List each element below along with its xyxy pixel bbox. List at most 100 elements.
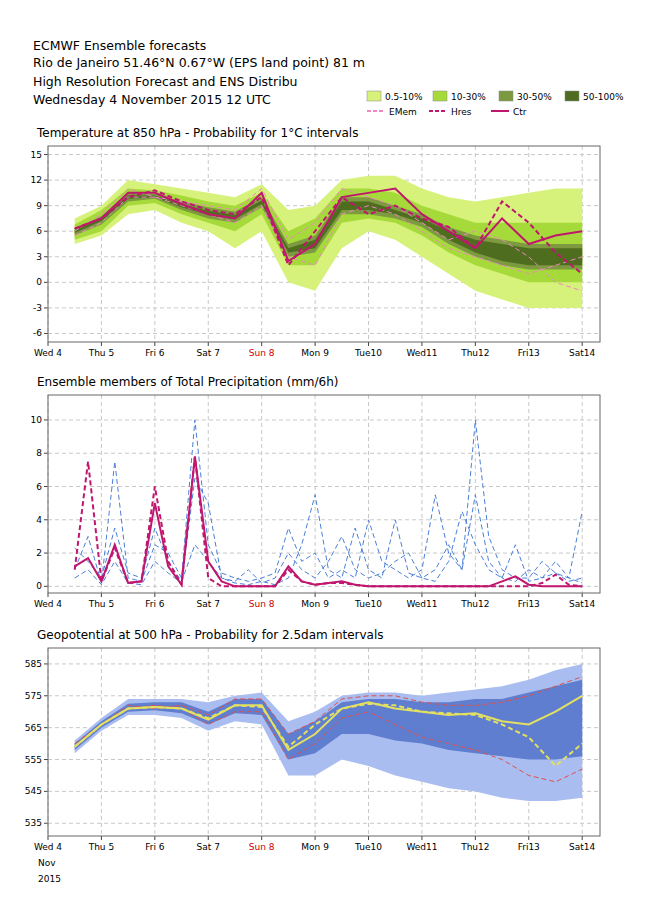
tick — [528, 593, 529, 597]
tick — [261, 593, 262, 597]
tick — [44, 823, 48, 824]
tick — [44, 553, 48, 554]
x-tick-label: Wed 4 — [34, 348, 62, 358]
grid-line — [48, 663, 600, 664]
series-line — [75, 705, 582, 781]
tick — [421, 593, 422, 597]
x-tick-label: Sat14 — [569, 348, 595, 358]
tick — [208, 342, 209, 346]
probability-band — [75, 664, 582, 801]
legend-label: Ctr — [513, 107, 527, 117]
legend-label: 0.5-10% — [385, 92, 423, 102]
tick — [44, 180, 48, 181]
tick — [48, 593, 49, 597]
legend-label: 50-100% — [583, 92, 624, 102]
y-tick-label: 0 — [36, 581, 42, 591]
x-tick-label: Sat 7 — [197, 348, 220, 358]
x-tick-label: Mon 9 — [301, 842, 329, 852]
grid-line — [261, 146, 262, 342]
y-tick-label: 585 — [25, 659, 42, 669]
y-tick-label: 12 — [31, 175, 42, 185]
x-tick-label: Tue10 — [354, 599, 382, 609]
x-tick-label: Sun 8 — [249, 348, 275, 358]
y-tick-label: 0 — [36, 277, 42, 287]
tick — [44, 307, 48, 308]
y-tick-label: 545 — [25, 786, 42, 796]
tick — [44, 695, 48, 696]
legend-label: 10-30% — [451, 92, 486, 102]
grid-line — [261, 395, 262, 593]
header-line: Rio de Janeiro 51.46°N 0.67°W (EPS land … — [33, 55, 365, 70]
grid-line — [101, 146, 102, 342]
grid-line — [48, 453, 600, 454]
grid-line — [48, 307, 600, 308]
x-tick-label: Thu 5 — [88, 348, 115, 358]
tick — [475, 342, 476, 346]
tick — [528, 836, 529, 840]
grid-line — [48, 419, 600, 420]
x-tick-label: Thu12 — [460, 348, 489, 358]
x-tick-label: Sat 7 — [197, 599, 220, 609]
background — [0, 0, 650, 916]
tick — [101, 836, 102, 840]
y-tick-label: 10 — [31, 415, 43, 425]
chart-title: Temperature at 850 hPa - Probability for… — [36, 126, 358, 140]
y-tick-label: -3 — [33, 303, 42, 313]
tick — [208, 593, 209, 597]
tick — [154, 342, 155, 346]
tick — [44, 231, 48, 232]
y-tick-label: 565 — [25, 723, 42, 733]
grid-line — [154, 648, 155, 836]
grid-line — [48, 180, 600, 181]
grid-line — [48, 553, 600, 554]
series-line — [75, 190, 582, 274]
annotation: 2015 — [38, 874, 61, 884]
series-line — [75, 495, 582, 583]
x-tick-label: Sat 7 — [197, 842, 220, 852]
x-tick-label: Sun 8 — [249, 599, 275, 609]
data-layer — [75, 664, 582, 801]
x-tick-label: Fri13 — [518, 842, 540, 852]
grid-line — [154, 146, 155, 342]
grid-line — [261, 648, 262, 836]
grid-line — [368, 395, 369, 593]
plot-area — [48, 146, 600, 342]
tick — [101, 342, 102, 346]
legend-swatch — [367, 91, 381, 101]
tick — [582, 342, 583, 346]
y-tick-label: 575 — [25, 691, 42, 701]
plot-frame — [48, 146, 600, 342]
tick — [154, 836, 155, 840]
tick — [421, 342, 422, 346]
tick — [208, 836, 209, 840]
grid-line — [208, 648, 209, 836]
x-tick-label: Sun 8 — [249, 842, 275, 852]
x-tick-label: Fri 6 — [145, 348, 165, 358]
chart: Temperature at 850 hPa - Probability for… — [31, 126, 600, 358]
y-tick-label: 535 — [25, 818, 42, 828]
tick — [261, 342, 262, 346]
legend-line — [367, 110, 385, 112]
legend-swatch — [499, 91, 513, 101]
x-tick-label: Tue10 — [354, 348, 382, 358]
y-tick-label: 6 — [36, 482, 42, 492]
page: ECMWF Ensemble forecastsRio de Janeiro 5… — [0, 0, 650, 916]
header-line: Wednesday 4 November 2015 12 UTC — [33, 92, 271, 107]
tick — [44, 154, 48, 155]
x-tick-label: Fri 6 — [145, 599, 165, 609]
grid-line — [421, 395, 422, 593]
y-tick-label: 2 — [36, 548, 42, 558]
tick — [154, 593, 155, 597]
legend-line — [429, 110, 447, 112]
chart: Ensemble members of Total Precipitation … — [31, 375, 600, 609]
x-tick-label: Thu 5 — [88, 842, 115, 852]
x-tick-label: Tue10 — [354, 842, 382, 852]
tick — [582, 836, 583, 840]
tick — [475, 593, 476, 597]
y-tick-label: 6 — [36, 226, 42, 236]
x-tick-label: Wed 4 — [34, 599, 62, 609]
tick — [368, 342, 369, 346]
x-tick-label: Thu12 — [460, 599, 489, 609]
series-line — [75, 457, 582, 587]
series-line — [75, 189, 582, 291]
